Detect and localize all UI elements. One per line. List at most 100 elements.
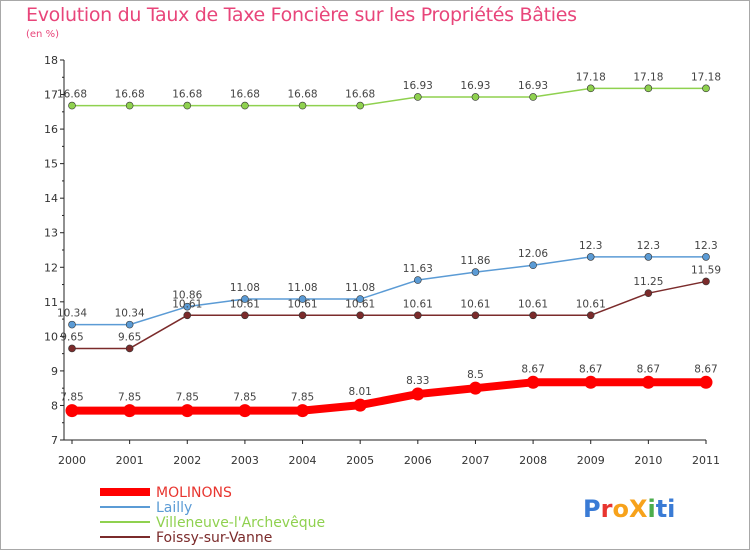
x-tick-label: 2001 — [116, 454, 144, 467]
series-line — [71, 87, 707, 107]
data-point — [296, 404, 310, 418]
x-tick-label: 2007 — [461, 454, 489, 467]
data-point — [529, 93, 537, 101]
data-label: 8.67 — [579, 363, 602, 375]
data-point — [241, 311, 249, 320]
x-tick-label: 2008 — [519, 454, 547, 467]
data-label: 11.08 — [345, 282, 375, 294]
data-label: 10.61 — [172, 298, 202, 310]
y-tick-label: 16 — [44, 123, 58, 136]
data-point — [298, 295, 307, 303]
data-label: 10.61 — [230, 298, 260, 310]
data-label: 10.61 — [345, 298, 375, 310]
series-line — [71, 280, 707, 350]
data-label: 11.25 — [633, 276, 663, 288]
y-tick-label: 7 — [51, 434, 58, 447]
x-tick-label: 2005 — [346, 454, 374, 467]
legend: MOLINONSLaillyVilleneuve-l'ArchevêqueFoi… — [100, 485, 325, 546]
data-label: 16.68 — [115, 89, 145, 101]
data-point — [356, 101, 364, 110]
x-tick-label: 2011 — [692, 454, 720, 467]
data-point — [65, 404, 79, 418]
y-tick-label: 9 — [51, 365, 58, 378]
data-point — [699, 375, 713, 389]
y-tick-label: 12 — [44, 261, 58, 274]
x-tick-label: 2000 — [58, 454, 86, 467]
legend-label: Villeneuve-l'Archevêque — [156, 515, 325, 531]
y-tick-label: 14 — [44, 192, 58, 205]
data-point — [238, 404, 252, 418]
data-point — [586, 84, 595, 93]
data-label: 9.65 — [118, 331, 141, 343]
data-label: 8.33 — [406, 375, 429, 387]
data-label: 17.18 — [633, 71, 663, 83]
logo-letter: i — [667, 495, 675, 523]
data-point — [414, 276, 422, 284]
legend-label: MOLINONS — [156, 485, 232, 501]
x-tick-label: 2009 — [577, 454, 605, 467]
data-label: 10.34 — [115, 308, 145, 320]
logo-letter: X — [629, 495, 648, 523]
data-label: 17.18 — [691, 71, 721, 83]
data-point — [529, 311, 537, 320]
data-label: 7.85 — [60, 392, 83, 404]
y-tick-label: 8 — [51, 399, 58, 412]
data-label: 7.85 — [176, 392, 199, 404]
data-label: 16.93 — [518, 80, 548, 92]
x-tick-label: 2003 — [231, 454, 259, 467]
data-point — [183, 101, 192, 110]
y-tick-label: 13 — [44, 227, 58, 240]
logo-text: ProXiti — [583, 495, 675, 523]
data-label: 11.08 — [230, 282, 260, 294]
data-label: 16.93 — [460, 80, 490, 92]
data-label: 12.3 — [694, 240, 717, 252]
data-point — [356, 295, 364, 303]
data-label: 11.59 — [691, 264, 721, 276]
x-tick-label: 2010 — [634, 454, 662, 467]
data-point — [183, 302, 192, 311]
data-label: 10.61 — [576, 298, 606, 310]
data-label: 11.63 — [403, 263, 433, 275]
data-point — [526, 375, 540, 389]
data-point — [644, 289, 653, 297]
chart-title: Evolution du Taux de Taxe Foncière sur l… — [26, 4, 577, 26]
logo-letter: i — [647, 495, 655, 523]
y-tick-label: 17 — [44, 89, 58, 102]
x-tick-label: 2006 — [404, 454, 432, 467]
proxiti-logo: ProXiti — [583, 495, 675, 523]
data-label: 11.08 — [288, 282, 318, 294]
data-point — [471, 93, 480, 101]
series-0: 7.85 7.85 7.85 7.85 7.85 8.01 8.33 8.5 8.67 8.67 8… — [60, 363, 718, 418]
data-point — [644, 253, 653, 261]
series-2: 16.68 16.68 16.68 16.68 16.68 16.68 16.93 16.93… — [57, 71, 721, 110]
data-point — [241, 101, 249, 110]
data-point — [584, 375, 598, 389]
data-label: 7.85 — [118, 392, 141, 404]
data-label: 8.5 — [467, 369, 484, 381]
data-label: 12.3 — [637, 240, 660, 252]
series-line — [71, 256, 707, 326]
series-line — [68, 378, 710, 415]
data-point — [586, 253, 595, 261]
data-label: 16.68 — [288, 89, 318, 101]
data-point — [180, 404, 194, 418]
data-label: 10.61 — [403, 298, 433, 310]
data-label: 12.3 — [579, 240, 602, 252]
data-label: 7.85 — [291, 392, 314, 404]
data-label: 16.68 — [172, 89, 202, 101]
data-point — [468, 381, 482, 395]
data-point — [68, 101, 76, 110]
data-point — [641, 375, 655, 389]
data-point — [411, 387, 425, 401]
data-point — [529, 261, 537, 270]
data-point — [414, 311, 422, 320]
data-label: 16.93 — [403, 80, 433, 92]
data-point — [241, 295, 249, 303]
x-tick-label: 2004 — [289, 454, 317, 467]
data-point — [298, 311, 307, 320]
data-label: 10.61 — [518, 298, 548, 310]
data-label: 8.67 — [637, 363, 660, 375]
